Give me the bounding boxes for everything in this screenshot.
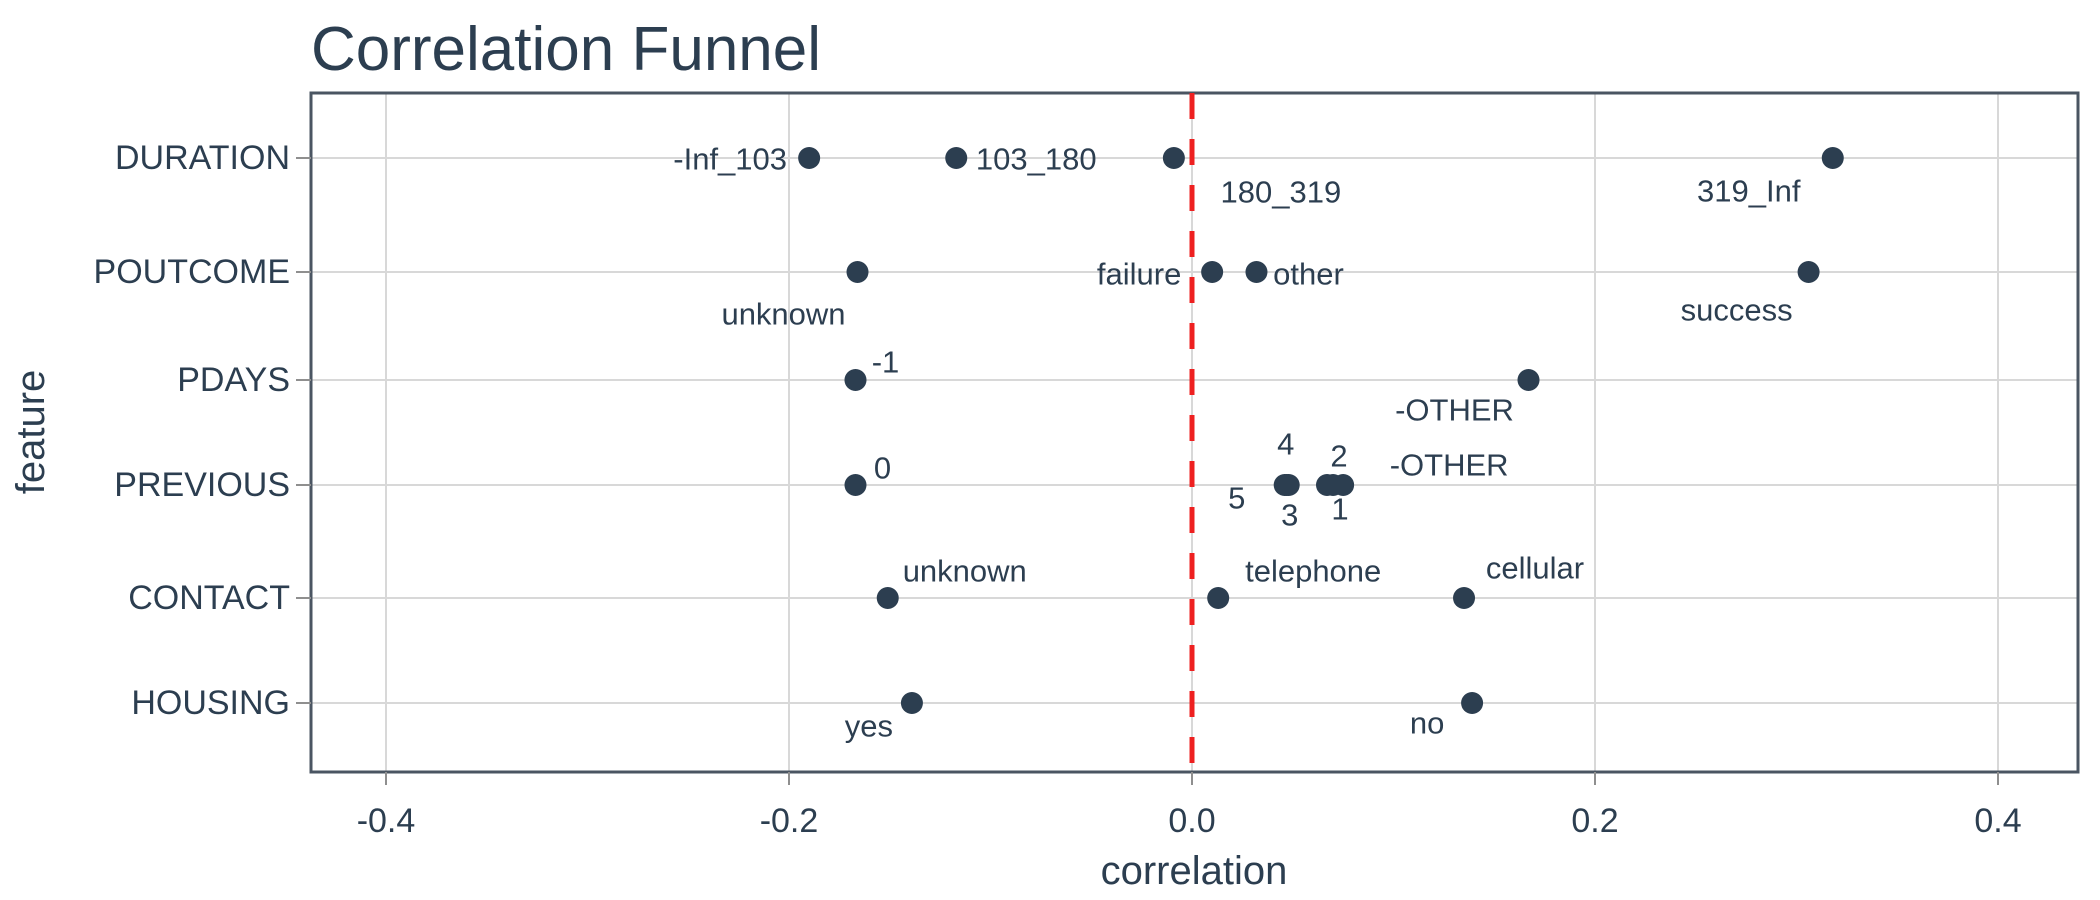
data-point-label: 180_319: [1221, 175, 1342, 210]
data-point: [1162, 147, 1185, 169]
data-point-label: no: [1410, 706, 1444, 741]
data-point-label: 3: [1281, 498, 1298, 533]
data-point: [945, 147, 968, 169]
data-point: [1332, 474, 1355, 496]
data-point-label: unknown: [903, 554, 1027, 589]
x-tick-label: -0.4: [357, 802, 416, 840]
data-point-label: 4: [1277, 427, 1294, 462]
data-point: [1821, 147, 1844, 169]
data-point: [1517, 369, 1540, 391]
y-category-label: POUTCOME: [94, 253, 290, 291]
data-point-label: yes: [845, 709, 893, 744]
data-point: [1277, 474, 1300, 496]
data-point-label: 103_180: [976, 142, 1097, 177]
data-point-label: unknown: [721, 297, 845, 332]
x-tick-label: 0.2: [1571, 802, 1618, 840]
y-category-label: PDAYS: [177, 361, 290, 399]
data-point: [846, 261, 869, 283]
y-category-label: HOUSING: [131, 684, 290, 722]
data-point-label: 5: [1228, 481, 1245, 516]
y-category-label: CONTACT: [128, 579, 290, 617]
data-point: [1207, 587, 1230, 609]
data-point-label: success: [1681, 293, 1793, 328]
data-point-label: -OTHER: [1390, 448, 1509, 483]
data-point: [1201, 261, 1224, 283]
data-point-label: -OTHER: [1395, 393, 1514, 428]
data-point-label: -1: [872, 345, 900, 380]
data-point-label: 2: [1330, 439, 1347, 474]
data-point-label: 1: [1331, 492, 1348, 527]
data-point: [900, 692, 923, 714]
data-point: [1453, 587, 1476, 609]
data-point-label: -Inf_103: [673, 142, 787, 177]
x-tick-label: -0.2: [760, 802, 819, 840]
data-point: [798, 147, 821, 169]
data-point: [876, 587, 899, 609]
axis-tick-layer: -0.4 -0.2 0.0 0.2 0.4 DURATION POUTCOME PDAYS PR…: [94, 139, 2022, 840]
x-axis-title: correlation: [1101, 849, 1288, 893]
data-point-label: telephone: [1245, 554, 1381, 589]
data-point-label: 319_Inf: [1697, 174, 1801, 209]
chart-title: Correlation Funnel: [311, 15, 821, 84]
y-axis-title: feature: [9, 370, 53, 495]
y-category-label: DURATION: [115, 139, 290, 177]
data-point: [1797, 261, 1820, 283]
x-tick-label: 0.4: [1974, 802, 2021, 840]
data-point-label: 0: [874, 451, 891, 486]
data-point: [1245, 261, 1268, 283]
data-point-label: cellular: [1486, 551, 1584, 586]
data-point: [844, 369, 867, 391]
data-point-label: failure: [1097, 257, 1181, 292]
data-point-label: other: [1273, 257, 1344, 292]
data-point: [844, 474, 867, 496]
y-category-label: PREVIOUS: [114, 466, 290, 504]
data-point: [1461, 692, 1484, 714]
x-tick-label: 0.0: [1168, 802, 1215, 840]
data-point-layer: [798, 147, 1844, 714]
